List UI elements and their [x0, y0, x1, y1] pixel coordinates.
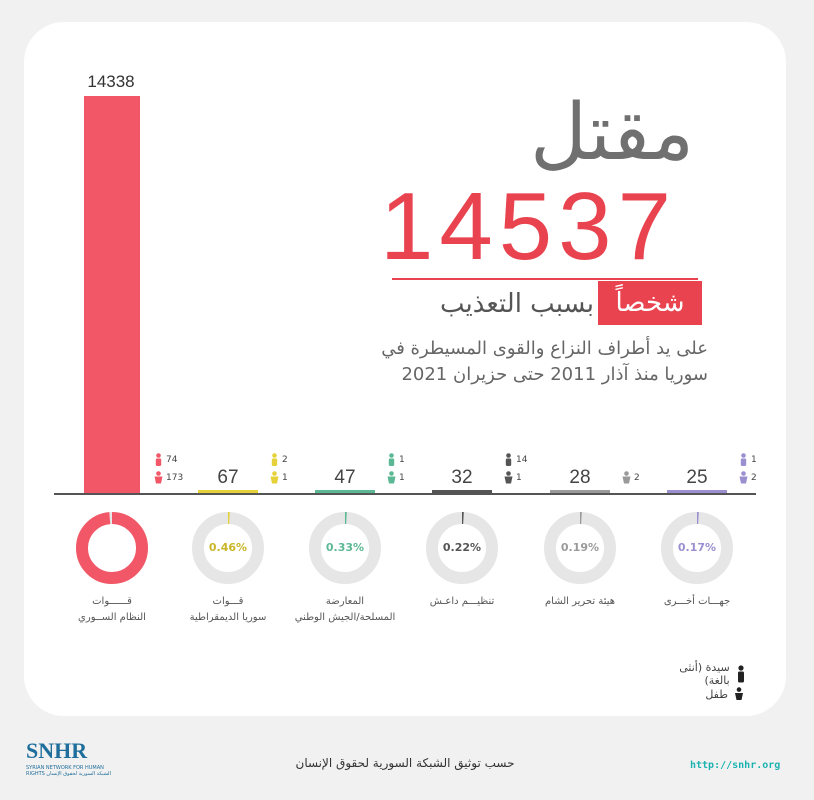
child-icon — [387, 471, 396, 484]
woman-icon — [505, 453, 512, 466]
child-icon — [735, 687, 743, 700]
bar-value-5: 25 — [686, 467, 708, 488]
headline-divider — [392, 278, 698, 280]
category-label-line1: قــــــوات — [92, 596, 132, 607]
children-count-0: 173 — [154, 471, 183, 484]
donut-4 — [544, 512, 616, 584]
children-count-4: 2 — [622, 471, 640, 484]
donut-5 — [661, 512, 733, 584]
donut-2 — [309, 512, 381, 584]
category-label-line1: قـــوات — [212, 596, 244, 607]
children-count-text: 173 — [166, 472, 184, 483]
total-count: 14537 — [380, 173, 677, 280]
children-count-text: 1 — [516, 472, 522, 483]
bar-0 — [84, 96, 140, 493]
percentage-2: 0.33% — [325, 541, 365, 554]
source-note: حسب توثيق الشبكة السورية لحقوق الإنسان — [295, 756, 515, 770]
percentage-0: 98.63% — [89, 541, 135, 554]
bar-5 — [667, 490, 727, 493]
category-label-line2: المسلحة/الجيش الوطني — [294, 612, 396, 623]
donut-3 — [426, 512, 498, 584]
legend-woman-label: سيدة (أنثى بالغة) — [679, 661, 730, 687]
women-count-text: 1 — [399, 454, 405, 465]
category-label-3: تنظيـــم داعـش — [407, 594, 517, 610]
women-count-1: 2 — [270, 453, 288, 466]
women-count-text: 74 — [166, 454, 178, 465]
woman-icon — [737, 665, 744, 683]
category-label-line2: النظام الســوري — [78, 612, 146, 623]
child-icon — [270, 471, 279, 484]
children-count-text: 1 — [399, 472, 405, 483]
description-line-1: على يد أطراف النزاع والقوى المسيطرة في — [381, 338, 708, 359]
women-count-2: 1 — [387, 453, 405, 466]
donut-0 — [76, 512, 148, 584]
child-icon — [504, 471, 513, 484]
legend-child: طفل — [664, 684, 744, 704]
child-icon — [739, 471, 748, 484]
snhr-logo: SNHR — [26, 738, 88, 763]
children-count-text: 1 — [282, 472, 288, 483]
bar-value-2: 47 — [334, 467, 356, 488]
women-count-text: 1 — [751, 454, 757, 465]
headline-word: مقتل — [530, 88, 694, 178]
category-label-line1: المعارضة — [325, 596, 365, 607]
woman-icon — [155, 453, 162, 466]
donut-arc-0 — [76, 512, 148, 584]
description: على يد أطراف النزاع والقوى المسيطرة في س… — [380, 336, 708, 388]
donut-arc-5 — [661, 512, 733, 584]
legend: سيدة (أنثى بالغة) طفل — [664, 661, 744, 704]
women-count-5: 1 — [739, 453, 757, 466]
bar-3 — [432, 490, 492, 493]
children-count-text: 2 — [751, 472, 757, 483]
bar-4 — [550, 490, 610, 493]
percentage-1: 0.46% — [208, 541, 248, 554]
woman-icon — [388, 453, 395, 466]
children-count-2: 1 — [387, 471, 405, 484]
cause-text: بسبب التعذيب — [439, 289, 594, 319]
category-label-line1: هيئة تحرير الشام — [544, 596, 616, 607]
category-label-2: المعارضة المسلحة/الجيش الوطني — [290, 594, 400, 626]
child-icon — [154, 471, 163, 484]
percentage-5: 0.17% — [677, 541, 717, 554]
donut-arc-3 — [426, 512, 498, 584]
category-label-5: جهـــات أخـــرى — [642, 594, 752, 610]
women-count-3: 14 — [504, 453, 527, 466]
category-label-0: قــــــوات النظام الســوري — [57, 594, 167, 626]
category-label-line1: تنظيـــم داعـش — [429, 596, 495, 607]
description-line-2: سوريا منذ آذار 2011 حتى حزيران 2021 — [401, 364, 708, 385]
women-count-0: 74 — [154, 453, 177, 466]
children-count-1: 1 — [270, 471, 288, 484]
x-axis-line — [54, 493, 756, 495]
woman-icon — [271, 453, 278, 466]
bar-value-4: 28 — [569, 467, 591, 488]
legend-woman: سيدة (أنثى بالغة) — [664, 661, 744, 687]
bar-value-0: 14338 — [87, 72, 135, 91]
bar-2 — [315, 490, 375, 493]
donut-arc-4 — [544, 512, 616, 584]
category-label-line1: جهـــات أخـــرى — [663, 596, 731, 607]
percentage-3: 0.22% — [442, 541, 482, 554]
children-count-text: 2 — [634, 472, 640, 483]
children-count-3: 1 — [504, 471, 522, 484]
women-count-text: 14 — [516, 454, 528, 465]
infographic-card — [24, 22, 786, 716]
category-label-4: هيئة تحرير الشام — [525, 594, 635, 610]
donut-arc-1 — [192, 512, 264, 584]
bar-1 — [198, 490, 258, 493]
snhr-logo-subtitle: SYRIAN NETWORK FOR HUMAN RIGHTS الشبكة ا… — [26, 765, 111, 777]
children-count-5: 2 — [739, 471, 757, 484]
bar-value-1: 67 — [217, 467, 239, 488]
donut-1 — [192, 512, 264, 584]
legend-child-label: طفل — [705, 687, 728, 701]
percentage-4: 0.19% — [560, 541, 600, 554]
donut-arc-2 — [309, 512, 381, 584]
category-label-line2: سوريا الديمقراطية — [189, 612, 267, 623]
child-icon — [622, 471, 631, 484]
category-label-1: قـــوات سوريا الديمقراطية — [173, 594, 283, 626]
persons-badge: شخصاً — [598, 281, 702, 325]
bar-value-3: 32 — [451, 467, 473, 488]
women-count-text: 2 — [282, 454, 288, 465]
woman-icon — [740, 453, 747, 466]
website-link[interactable]: http://snhr.org — [690, 760, 781, 771]
